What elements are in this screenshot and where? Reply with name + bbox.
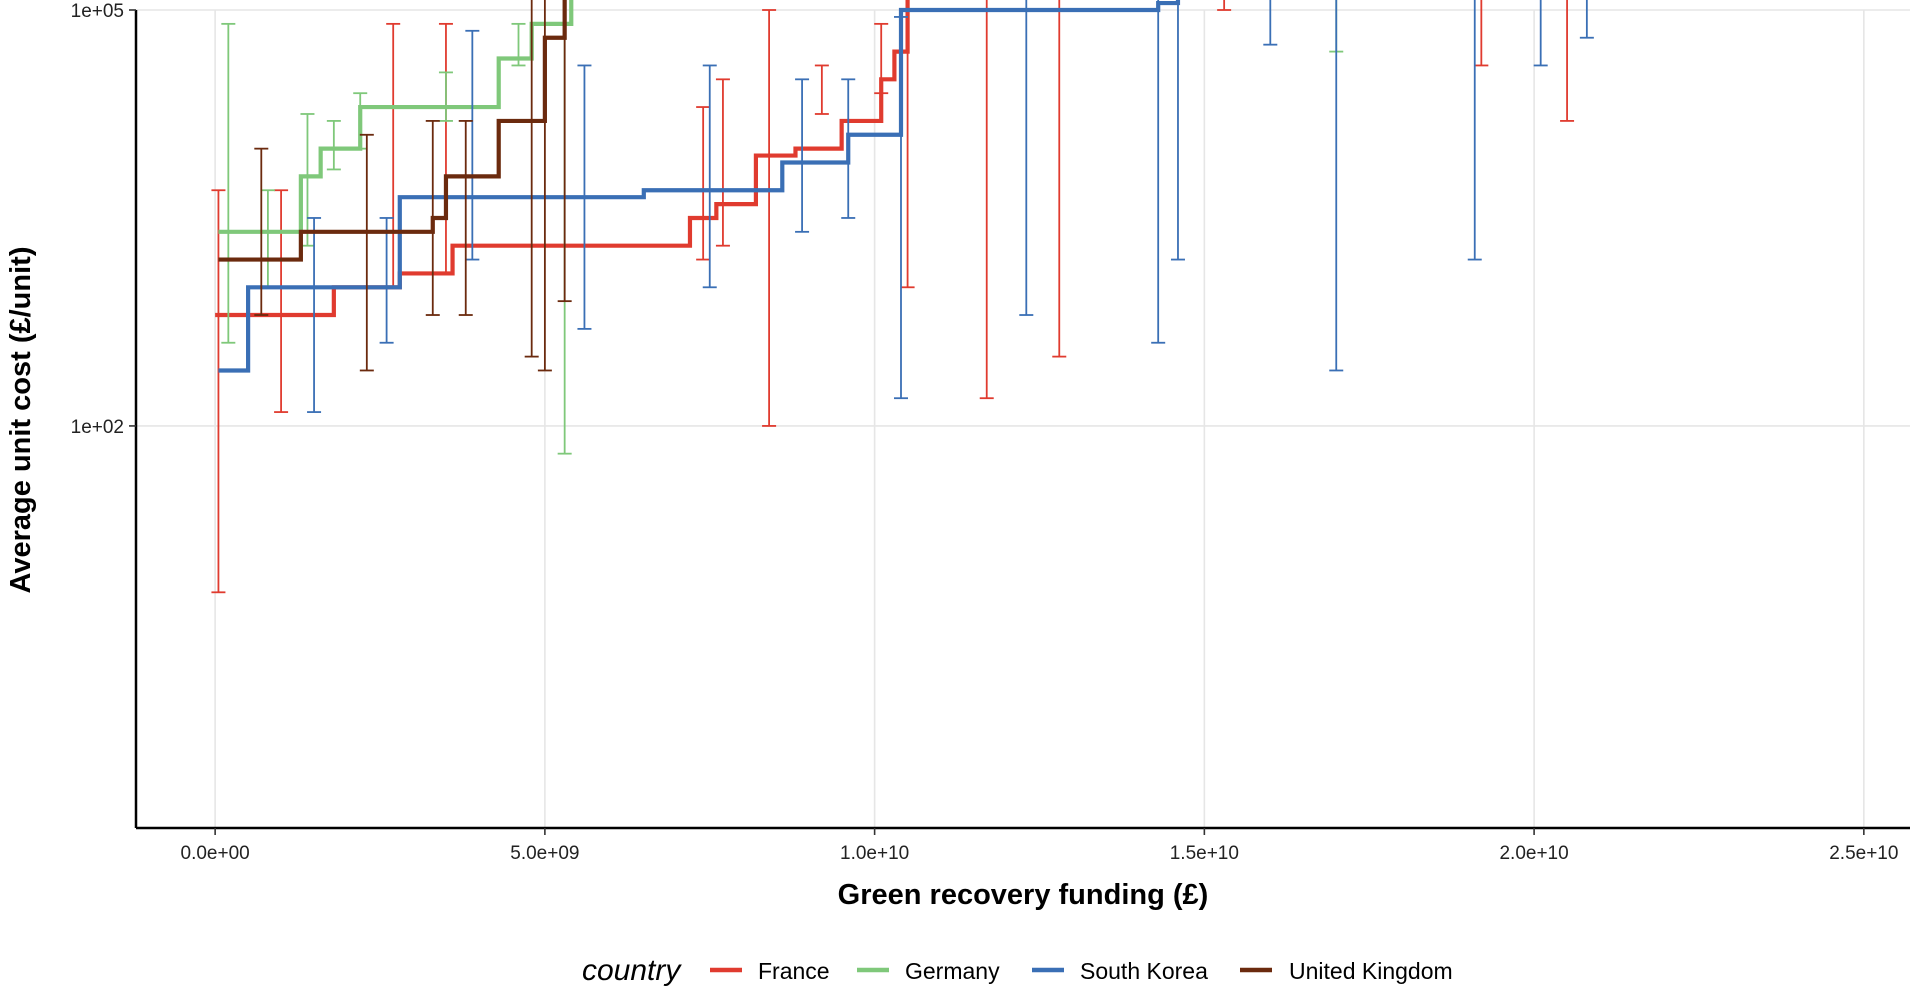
legend-title: country bbox=[582, 954, 682, 987]
grid bbox=[136, 9, 1910, 828]
x-tick-label: 2.5e+10 bbox=[1829, 843, 1898, 864]
legend-item-united-kingdom: United Kingdom bbox=[1240, 958, 1453, 984]
legend-item-south-korea: South Korea bbox=[1032, 958, 1208, 984]
legend-label-germany: Germany bbox=[905, 958, 1000, 984]
x-tick-label: 1.5e+10 bbox=[1170, 843, 1239, 864]
tick-labels: 0.0e+00 5.0e+09 1.0e+10 1.5e+10 2.0e+10 2.5e+… bbox=[71, 1, 1899, 864]
legend-item-germany: Germany bbox=[857, 958, 1000, 984]
series-france bbox=[211, 0, 1575, 594]
series-germany bbox=[218, 0, 1344, 455]
series-south-korea bbox=[218, 0, 1594, 413]
legend: country France Germany South Korea Unite… bbox=[582, 954, 1453, 987]
legend-label-south-korea: South Korea bbox=[1080, 958, 1208, 984]
series-layer bbox=[211, 0, 1594, 594]
step-line-germany bbox=[218, 0, 574, 234]
step-line-south-korea bbox=[218, 0, 1181, 373]
x-tick-label: 1.0e+10 bbox=[840, 843, 909, 864]
x-tick-label: 2.0e+10 bbox=[1499, 843, 1568, 864]
legend-item-france: France bbox=[710, 958, 830, 984]
axes bbox=[134, 10, 1910, 830]
x-tick-label: 0.0e+00 bbox=[181, 843, 250, 864]
step-line-france bbox=[215, 0, 910, 318]
y-axis-title: Average unit cost (£/unit) bbox=[5, 247, 37, 594]
x-tick-label: 5.0e+09 bbox=[510, 843, 579, 864]
y-tick-label: 1e+02 bbox=[71, 417, 124, 438]
series-united-kingdom bbox=[218, 0, 572, 372]
legend-label-united-kingdom: United Kingdom bbox=[1289, 958, 1453, 984]
y-tick-label: 1e+05 bbox=[71, 1, 124, 22]
step-line-united-kingdom bbox=[218, 0, 567, 262]
x-axis-title: Green recovery funding (£) bbox=[838, 879, 1209, 911]
legend-label-france: France bbox=[758, 958, 830, 984]
